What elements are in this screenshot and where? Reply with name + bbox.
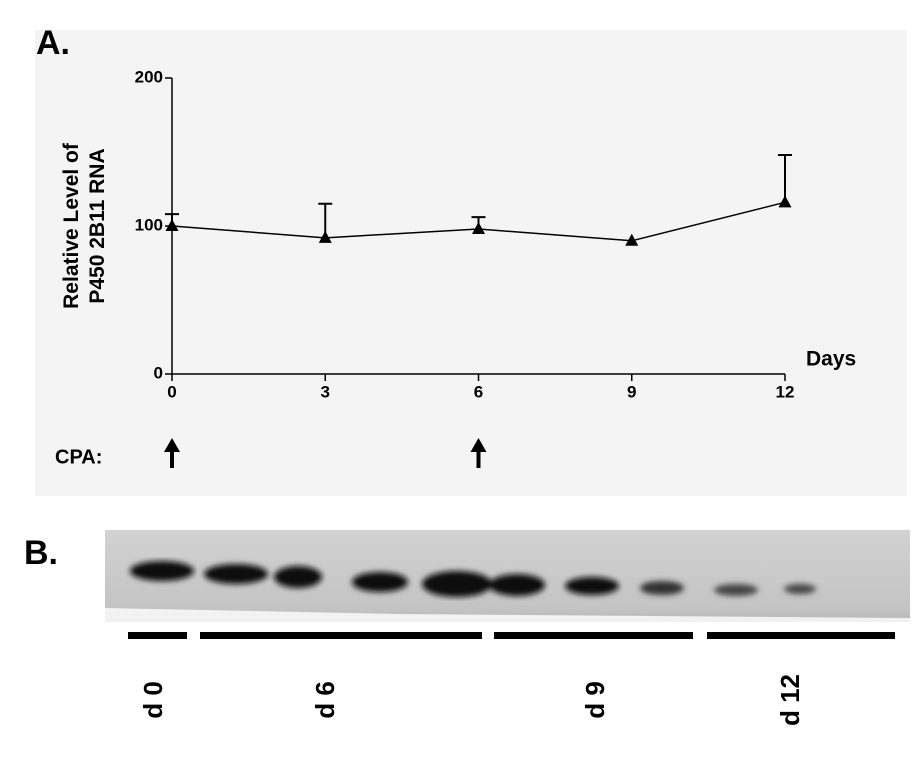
y-tick-label: 200 bbox=[135, 67, 163, 86]
band bbox=[565, 577, 619, 595]
annotation-arrowhead bbox=[164, 438, 180, 452]
lane-label: d 12 bbox=[775, 674, 805, 726]
lane-group-bars bbox=[128, 632, 895, 639]
y-axis-label-line: Relative Level of bbox=[60, 142, 83, 309]
data-point bbox=[472, 221, 485, 234]
lane-bar bbox=[707, 632, 895, 639]
lane-bar bbox=[200, 632, 482, 639]
panel-label: B. bbox=[24, 534, 58, 572]
band bbox=[204, 564, 268, 584]
y-axis-label: Relative Level of P450 2B11 RNA bbox=[60, 142, 109, 309]
band bbox=[352, 572, 408, 592]
lane-label: d 0 bbox=[138, 681, 168, 719]
y-axis-label-line: P450 2B11 RNA bbox=[86, 148, 109, 303]
lane-bar bbox=[494, 632, 693, 639]
blot-edge bbox=[105, 608, 910, 622]
blot-image bbox=[105, 530, 910, 622]
annotation-label: CPA: bbox=[55, 446, 102, 468]
x-tick-label: 0 bbox=[167, 382, 176, 401]
blot-bands bbox=[130, 561, 816, 597]
data-point bbox=[318, 230, 332, 243]
annotation-arrowhead bbox=[470, 438, 487, 452]
line-chart: 0 100 200 0 3 6 9 12 Days Relative Level of P450 2… bbox=[55, 67, 856, 468]
band bbox=[714, 584, 758, 596]
x-tick-label: 12 bbox=[776, 382, 795, 401]
band bbox=[489, 574, 545, 596]
x-tick-label: 3 bbox=[321, 382, 330, 401]
x-tick-label: 9 bbox=[627, 382, 636, 401]
data-point bbox=[778, 195, 792, 208]
panel-background bbox=[35, 30, 907, 496]
y-tick-label: 100 bbox=[135, 215, 163, 234]
data-point bbox=[165, 219, 179, 231]
panel-label: A. bbox=[36, 24, 70, 62]
band bbox=[274, 566, 322, 588]
lane-label: d 6 bbox=[310, 681, 340, 719]
x-axis-label: Days bbox=[806, 348, 856, 371]
x-tick-label: 6 bbox=[474, 382, 483, 401]
band bbox=[130, 561, 194, 581]
band bbox=[422, 571, 492, 597]
error-bar bbox=[778, 153, 792, 203]
band bbox=[784, 584, 816, 594]
data-point bbox=[625, 233, 639, 246]
lane-label: d 9 bbox=[580, 681, 610, 719]
lane-bar bbox=[128, 632, 187, 639]
y-tick-label: 0 bbox=[154, 363, 163, 382]
band bbox=[640, 581, 684, 595]
